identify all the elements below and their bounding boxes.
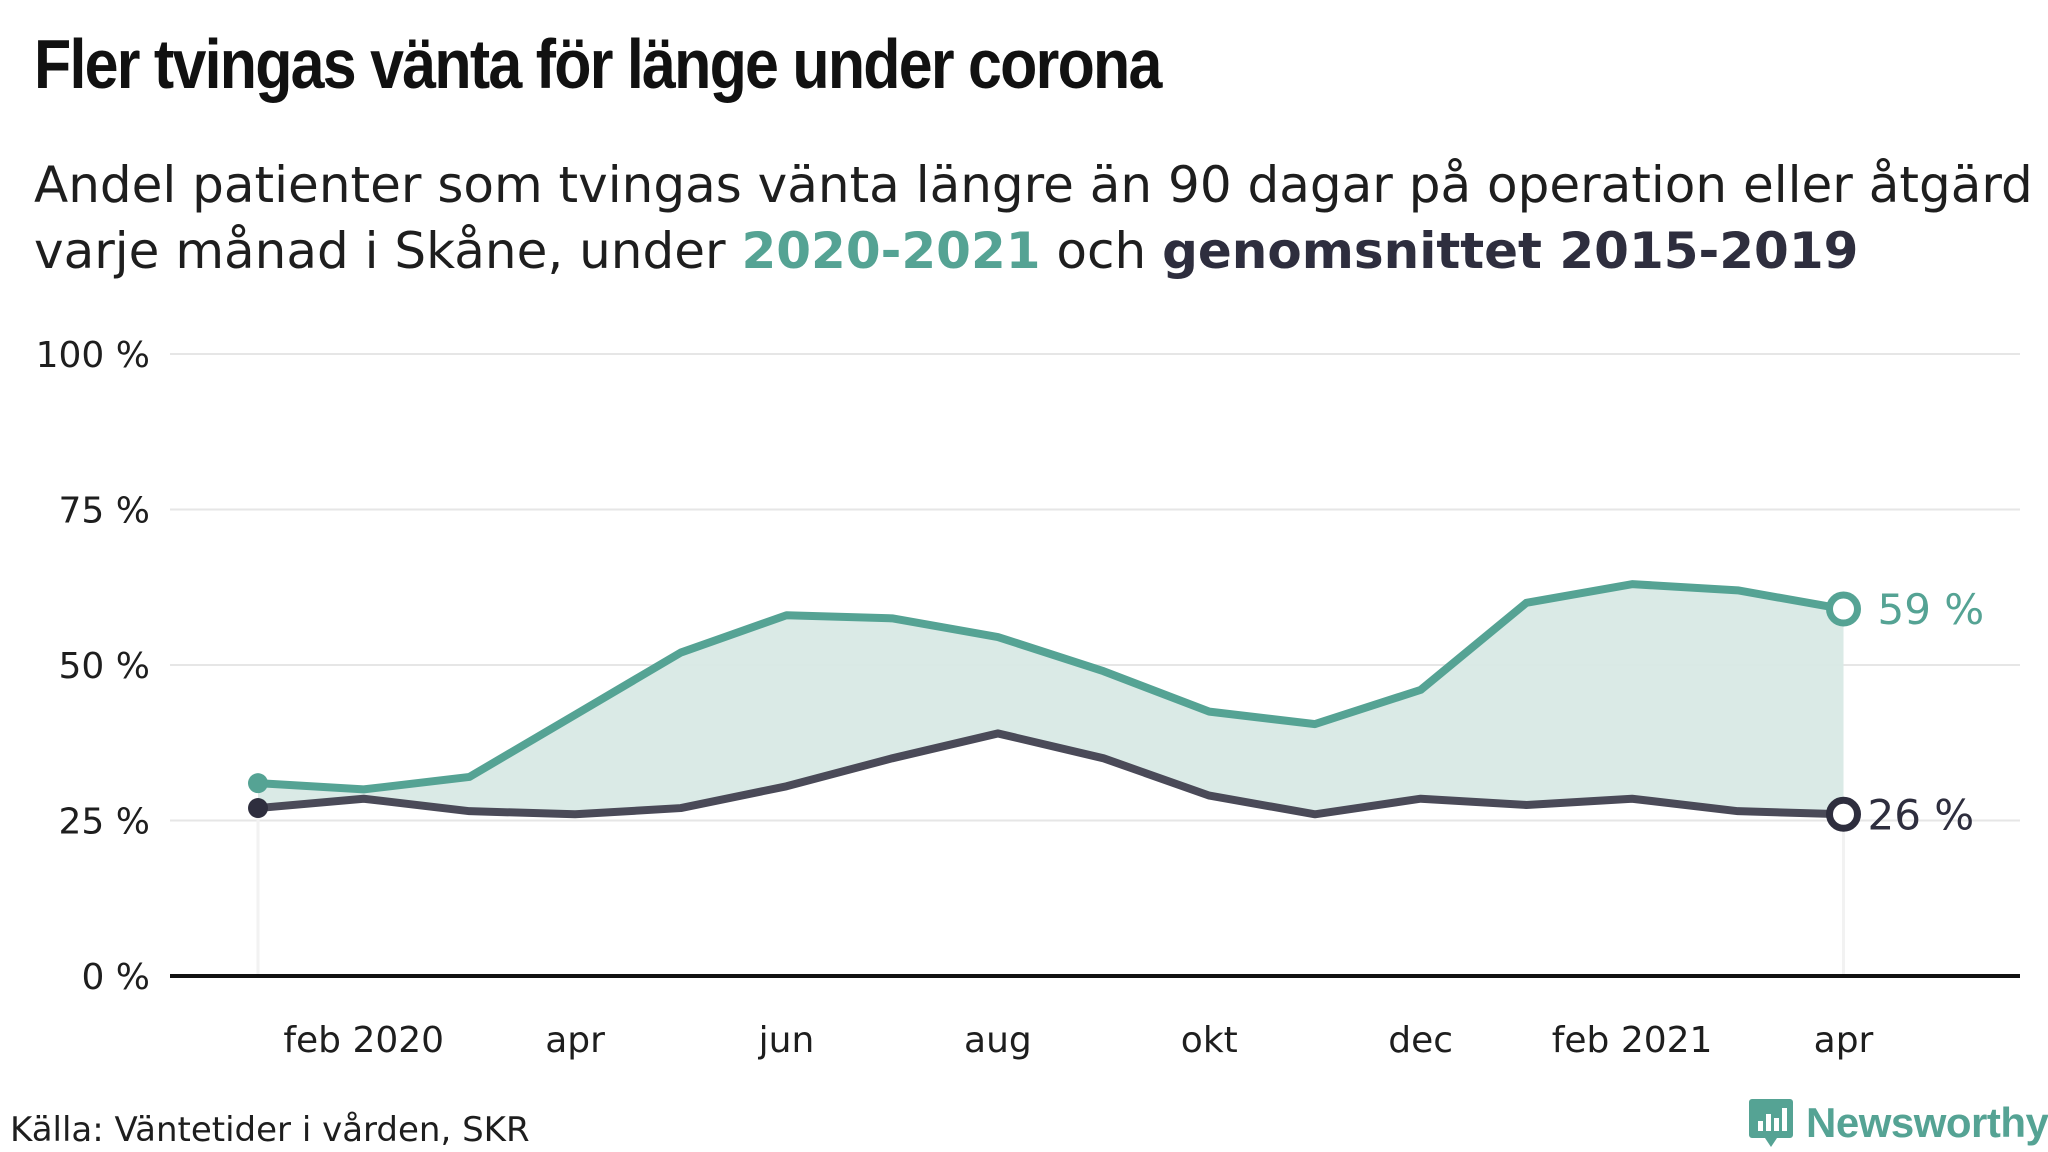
series-b-end-label: 26 % [1868,790,1975,839]
y-tick-label: 100 % [36,335,150,376]
subtitle-middle: och [1040,222,1163,280]
series-lines [254,580,1848,976]
area-between-series [258,584,1844,815]
x-tick-label: feb 2021 [1552,1020,1713,1061]
x-tick-label: feb 2020 [283,1020,444,1061]
y-tick-label: 50 % [59,646,150,687]
series-points [248,591,1861,832]
series-line-genomsnitt [254,729,1848,819]
series-line-2020-2021 [254,580,1848,794]
x-axis-labels: feb 2020 apr jun aug okt dec feb 2021 apr [283,1020,1873,1061]
x-tick-label: dec [1388,1020,1453,1061]
y-tick-label: 25 % [59,802,150,843]
subtitle-line2-prefix: varje månad i Skåne, under [34,222,742,280]
newsworthy-logo-text: Newsworthy [1806,1099,2048,1146]
newsworthy-logo-icon [1749,1099,1793,1147]
subtitle-line1: Andel patienter som tvingas vänta längre… [34,156,2033,214]
y-tick-label: 75 % [59,491,150,532]
newsworthy-logo: Newsworthy [1748,1097,2048,1149]
subtitle-series-a-label: 2020-2021 [741,222,1041,280]
chart-subtitle: Andel patienter som tvingas vänta längre… [34,152,2034,284]
series-end-labels: 59 % 26 % [1868,585,1985,839]
x-tick-label: jun [758,1020,815,1061]
series-b-start-point [248,798,268,819]
chart-title: Fler tvingas vänta för länge under coron… [34,25,1162,103]
series-b-end-point [1826,796,1861,832]
x-tick-label: apr [1814,1020,1874,1061]
x-tick-label: okt [1181,1020,1238,1061]
subtitle-series-b-label: genomsnittet 2015-2019 [1162,222,1859,280]
series-a-start-point [248,773,268,794]
x-tick-label: apr [545,1020,605,1061]
area-fill [258,584,1844,815]
source-note: Källa: Väntetider i vården, SKR [10,1110,530,1150]
y-tick-label: 0 % [81,957,150,998]
series-a-end-label: 59 % [1878,585,1985,634]
y-axis-labels: 0 % 25 % 50 % 75 % 100 % [36,335,150,998]
x-tick-label: aug [964,1020,1032,1061]
series-a-end-point [1826,591,1861,627]
